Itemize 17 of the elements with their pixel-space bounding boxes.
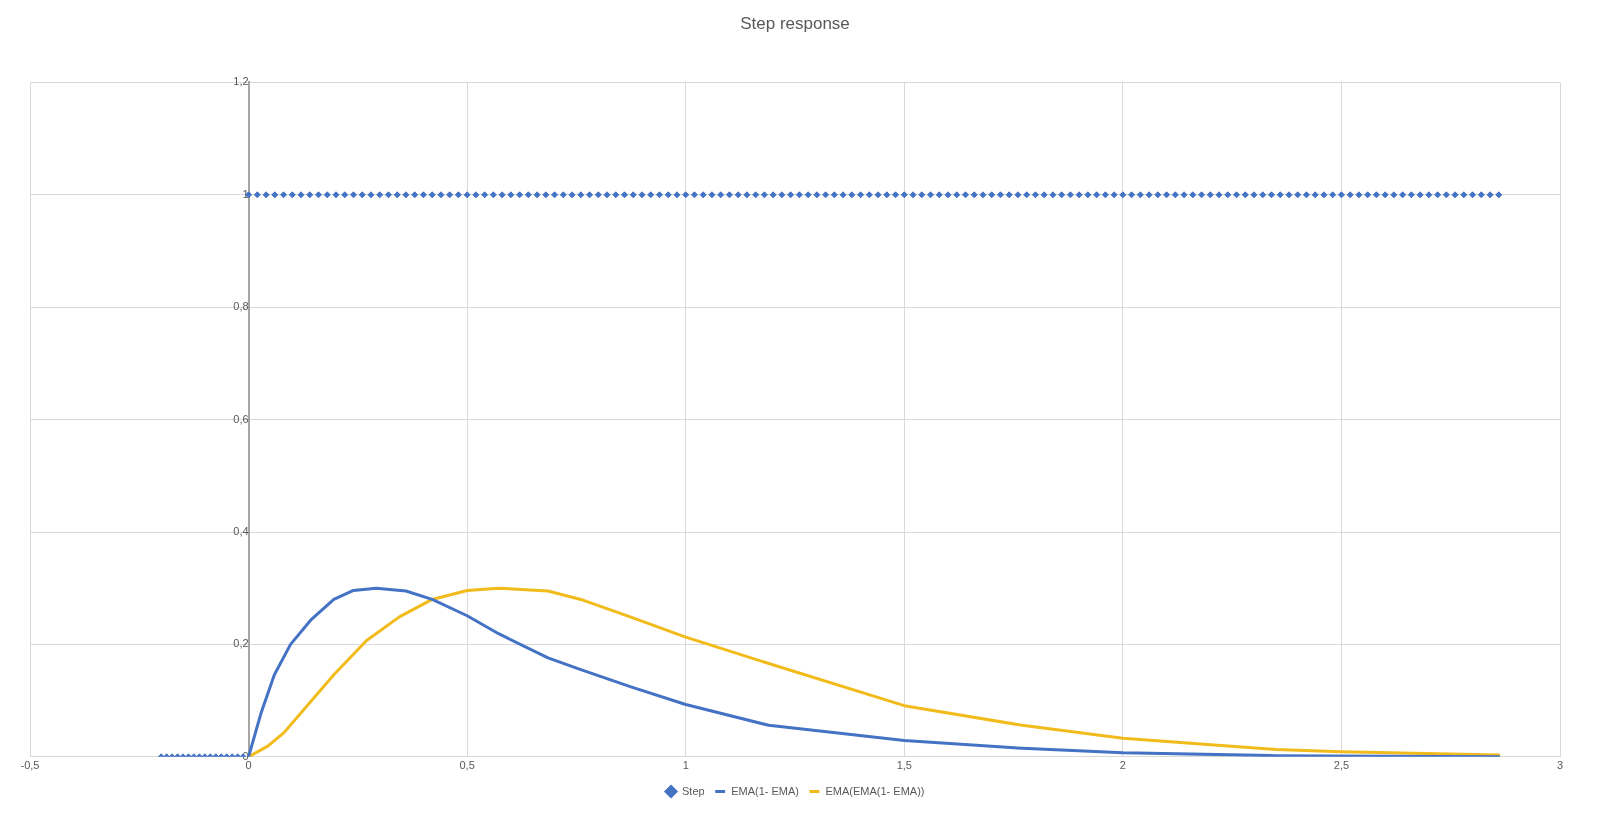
y-tick-label: 1 (242, 187, 249, 200)
y-tick-label: 1,2 (233, 75, 249, 88)
x-tick-label: 3 (1556, 759, 1564, 772)
chart-title: Step response (740, 13, 850, 33)
y-tick-label: 0,4 (233, 525, 249, 538)
y-tick-label: 0,6 (233, 412, 249, 425)
x-tick-label: -0,5 (20, 759, 40, 772)
x-tick-label: 2 (1119, 759, 1126, 772)
x-tick-label: 0,5 (459, 759, 475, 772)
legend-label: EMA(EMA(1- EMA)) (825, 784, 925, 797)
x-tick-label: 1,5 (896, 759, 912, 772)
x-tick-label: 1 (682, 759, 689, 772)
x-tick-label: 2,5 (1333, 759, 1350, 772)
legend-label: Step (682, 784, 705, 797)
y-tick-label: 0,2 (233, 637, 249, 650)
legend-label: EMA(1- EMA) (731, 784, 799, 797)
y-tick-label: 0,8 (233, 300, 249, 313)
